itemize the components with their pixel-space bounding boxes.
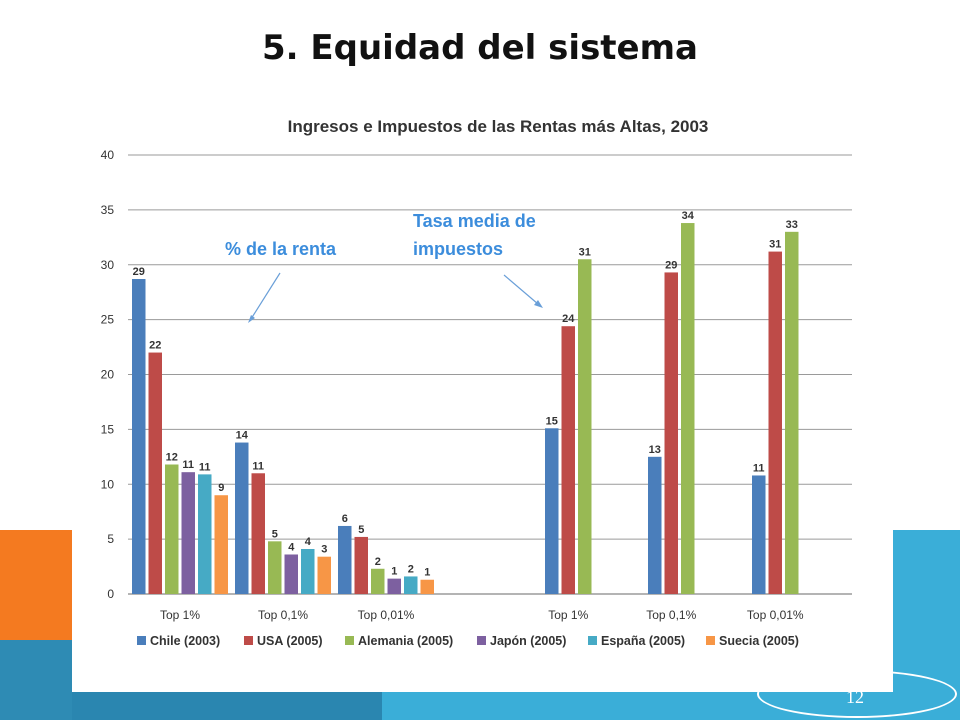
- bar-usa: [354, 536, 368, 594]
- legend-swatch: [706, 636, 715, 645]
- data-label: 5: [272, 528, 278, 540]
- data-label: 34: [682, 210, 695, 222]
- legend-swatch: [345, 636, 354, 645]
- bar-españa: [198, 474, 212, 594]
- data-label: 11: [753, 462, 765, 474]
- page-number: 12: [846, 687, 864, 707]
- bar-japón: [387, 578, 401, 594]
- annotation-arrowhead: [534, 300, 543, 308]
- legend-label: Alemania (2005): [358, 634, 453, 648]
- data-label: 9: [218, 482, 224, 494]
- annotation-arrow: [503, 274, 539, 305]
- x-category-label: Top 0,1%: [646, 608, 696, 622]
- y-tick-label: 30: [101, 258, 115, 272]
- data-label: 14: [236, 430, 249, 442]
- data-label: 12: [166, 451, 178, 463]
- y-tick-label: 35: [101, 203, 115, 217]
- data-label: 33: [786, 219, 798, 231]
- bar-suecia: [214, 495, 228, 594]
- legend-label: USA (2005): [257, 634, 323, 648]
- data-label: 3: [321, 544, 327, 556]
- bar-usa: [148, 352, 162, 594]
- data-label: 4: [305, 536, 312, 548]
- data-label: 29: [133, 266, 145, 278]
- annotation-renta: % de la renta: [225, 239, 337, 259]
- legend-label: Suecia (2005): [719, 634, 799, 648]
- bar-chile: [752, 475, 766, 594]
- bar-suecia: [420, 579, 434, 594]
- legend-swatch: [244, 636, 253, 645]
- data-label: 24: [562, 313, 575, 325]
- data-label: 31: [769, 239, 781, 251]
- bar-alemania: [371, 568, 385, 594]
- bar-suecia: [317, 556, 331, 594]
- bar-chile: [648, 456, 662, 594]
- bar-alemania: [785, 231, 799, 594]
- data-label: 6: [342, 513, 348, 525]
- legend-swatch: [477, 636, 486, 645]
- y-tick-label: 0: [107, 587, 114, 601]
- y-tick-label: 40: [101, 148, 115, 162]
- x-category-label: Top 0,1%: [258, 608, 308, 622]
- legend-label: España (2005): [601, 634, 685, 648]
- data-label: 13: [649, 444, 661, 456]
- bar-alemania: [578, 259, 592, 594]
- chart-panel: Ingresos e Impuestos de las Rentas más A…: [72, 95, 893, 692]
- bar-usa: [768, 251, 782, 594]
- y-tick-label: 5: [107, 532, 114, 546]
- bar-chile: [545, 428, 559, 594]
- bar-japón: [181, 472, 195, 594]
- bar-japón: [284, 554, 298, 594]
- data-label: 2: [375, 556, 381, 568]
- bar-chile: [235, 442, 249, 594]
- bar-chile: [338, 525, 352, 594]
- data-label: 1: [424, 567, 430, 579]
- y-tick-label: 15: [101, 422, 115, 436]
- data-label: 4: [288, 541, 295, 553]
- data-label: 22: [149, 340, 161, 352]
- data-label: 11: [252, 460, 264, 472]
- legend-swatch: [588, 636, 597, 645]
- x-category-label: Top 1%: [548, 608, 588, 622]
- annotation-arrow: [250, 272, 281, 320]
- x-category-label: Top 1%: [160, 608, 200, 622]
- x-category-label: Top 0,01%: [358, 608, 415, 622]
- decorative-dark-band: [72, 690, 382, 720]
- annotation-tasa-line1: Tasa media de: [413, 211, 536, 231]
- bar-alemania: [268, 541, 282, 594]
- bar-españa: [301, 549, 315, 594]
- annotation-tasa-line2: impuestos: [413, 239, 503, 259]
- bar-chile: [132, 279, 146, 594]
- legend-swatch: [137, 636, 146, 645]
- data-label: 1: [391, 566, 397, 578]
- legend-label: Japón (2005): [490, 634, 566, 648]
- bar-usa: [664, 272, 678, 594]
- bar-chart: Ingresos e Impuestos de las Rentas más A…: [101, 117, 852, 648]
- data-label: 5: [358, 524, 364, 536]
- legend-label: Chile (2003): [150, 634, 220, 648]
- bar-usa: [251, 473, 265, 594]
- bar-alemania: [681, 223, 695, 595]
- data-label: 2: [408, 563, 414, 575]
- slide-title: 5. Equidad del sistema: [262, 28, 698, 68]
- data-label: 29: [665, 259, 677, 271]
- data-label: 11: [199, 461, 211, 473]
- data-label: 31: [579, 246, 591, 258]
- data-label: 15: [546, 415, 558, 427]
- y-tick-label: 25: [101, 313, 115, 327]
- annotation-arrowhead: [248, 315, 255, 323]
- x-category-label: Top 0,01%: [747, 608, 804, 622]
- y-tick-label: 20: [101, 368, 115, 382]
- bar-españa: [404, 576, 418, 594]
- chart-title: Ingresos e Impuestos de las Rentas más A…: [288, 117, 709, 136]
- y-tick-label: 10: [101, 477, 115, 491]
- bar-alemania: [165, 464, 179, 594]
- bar-usa: [561, 326, 575, 594]
- data-label: 11: [182, 459, 194, 471]
- decorative-teal-corner: [0, 640, 80, 720]
